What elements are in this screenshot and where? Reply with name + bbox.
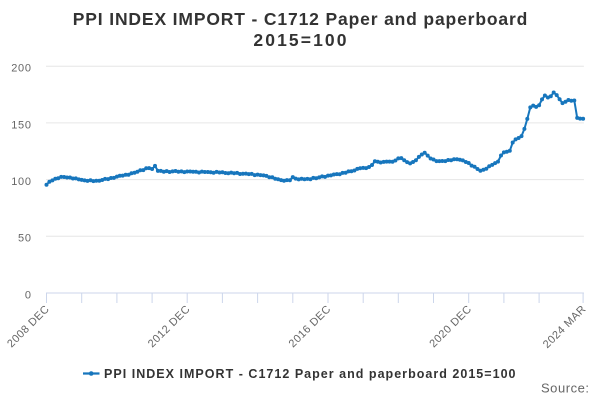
svg-text:0: 0 — [25, 289, 32, 301]
svg-text:PPI INDEX IMPORT - C1712 Paper: PPI INDEX IMPORT - C1712 Paper and paper… — [73, 9, 528, 29]
svg-text:50: 50 — [18, 233, 32, 245]
svg-text:200: 200 — [11, 63, 31, 75]
svg-text:2015=100: 2015=100 — [253, 30, 348, 50]
svg-text:PPI INDEX IMPORT - C1712 Paper: PPI INDEX IMPORT - C1712 Paper and paper… — [104, 367, 517, 381]
svg-text:Source:: Source: — [541, 381, 590, 396]
svg-text:100: 100 — [11, 176, 31, 188]
svg-text:150: 150 — [11, 119, 31, 131]
